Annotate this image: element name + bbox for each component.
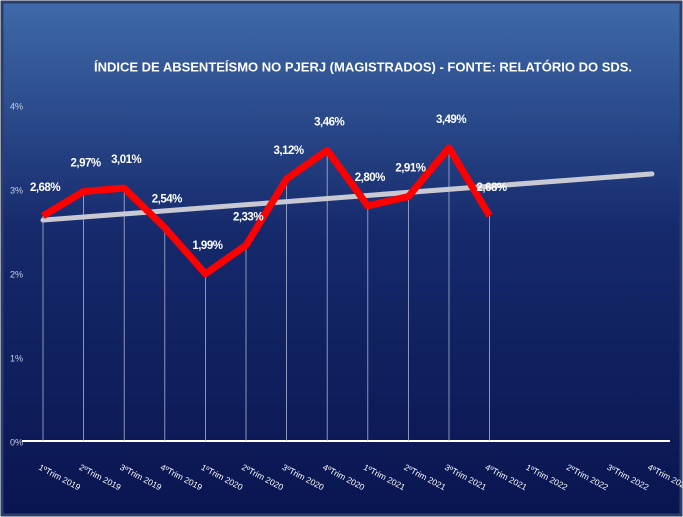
value-label: 3,12% [274,145,304,157]
y-tick-label: 4% [10,101,23,111]
value-label: 2,68% [30,182,60,194]
value-label: 2,33% [233,211,263,223]
value-label: 2,68% [477,182,507,194]
value-label: 1,99% [192,240,222,252]
value-label: 2,54% [152,194,182,206]
value-label: 3,49% [436,114,466,126]
value-label: 3,46% [314,116,344,128]
data-line [41,144,493,278]
value-label: 2,91% [395,163,425,175]
value-label: 2,97% [71,158,101,170]
y-tick-label: 1% [10,353,23,363]
y-tick-label: 2% [10,269,23,279]
chart-title: ÍNDICE DE ABSENTEÍSMO NO PJERJ (MAGISTRA… [94,59,632,74]
y-tick-label: 3% [10,185,23,195]
y-tick-label: 0% [10,437,23,447]
value-label: 2,80% [355,172,385,184]
value-label: 3,01% [111,154,141,166]
